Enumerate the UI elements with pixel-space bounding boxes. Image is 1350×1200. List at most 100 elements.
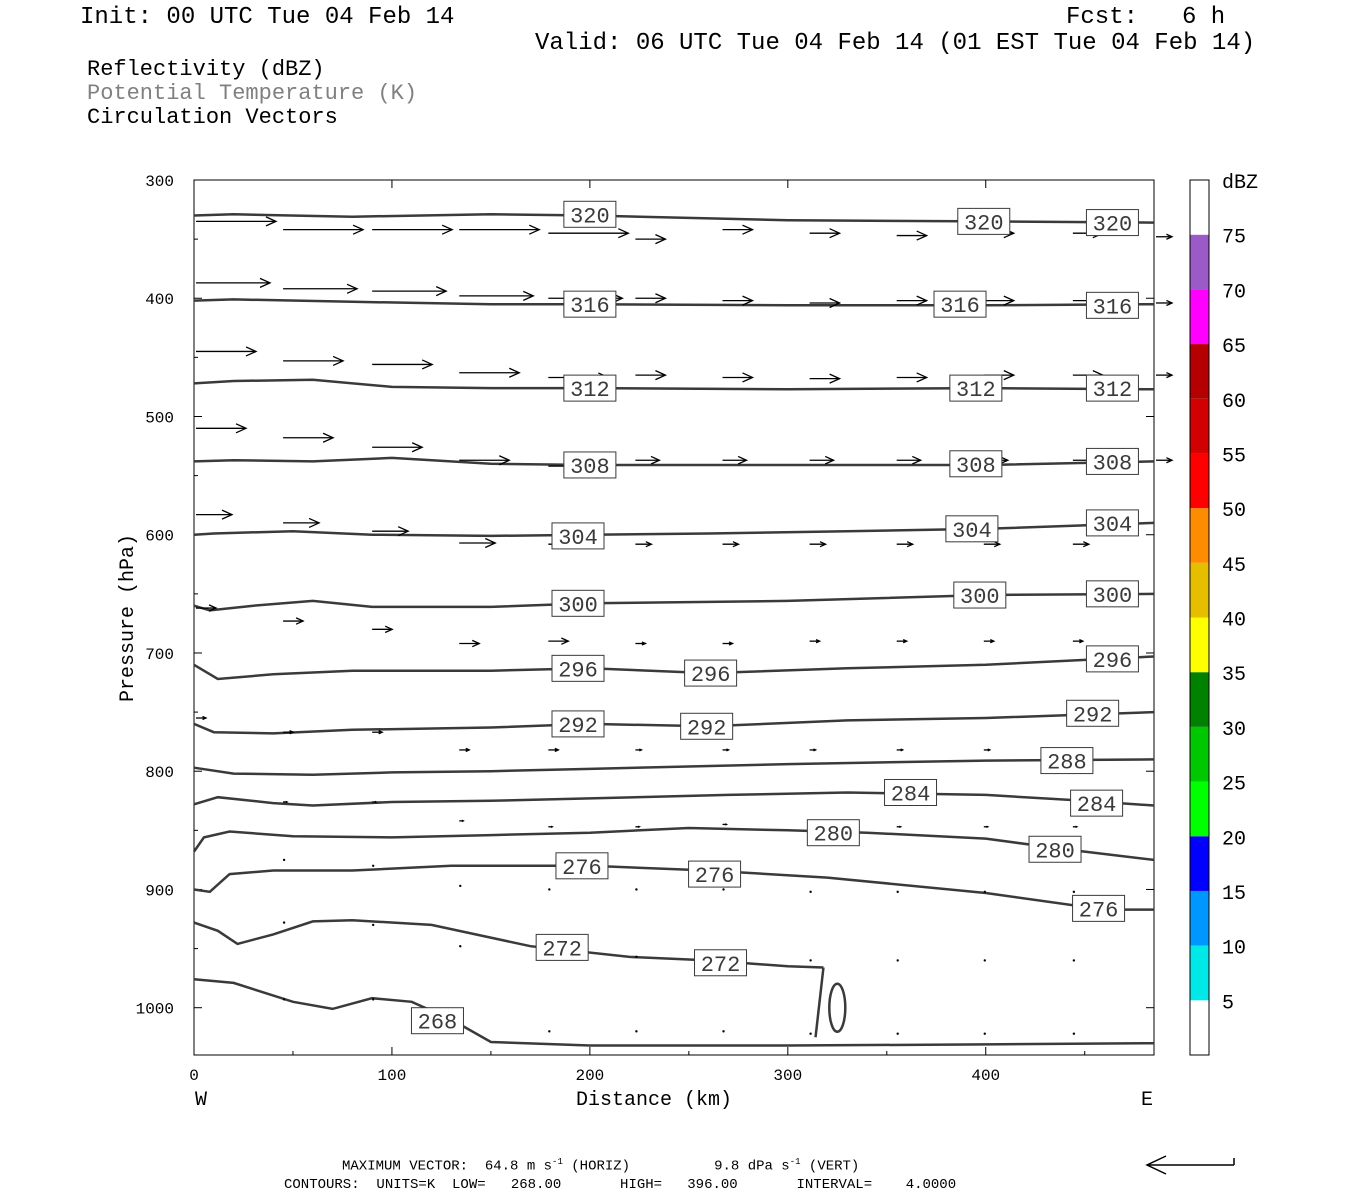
colorbar-level-label: 20 bbox=[1222, 828, 1246, 851]
colorbar-level-label: 40 bbox=[1222, 610, 1246, 633]
circulation-vector-head bbox=[346, 283, 359, 294]
y-tick-label: 700 bbox=[145, 646, 174, 664]
colorbar-segment bbox=[1190, 344, 1209, 399]
theta-contour-284 bbox=[193, 791, 1155, 807]
theta-label-box bbox=[563, 200, 617, 228]
circulation-vector-head bbox=[829, 228, 842, 239]
theta-label-box bbox=[1085, 580, 1139, 608]
theta-label-box bbox=[1040, 747, 1094, 775]
max-vector-text: MAXIMUM VECTOR: 64.8 m s-1 (HORIZ) 9.8 d… bbox=[342, 1157, 859, 1175]
theta-label-box bbox=[563, 290, 617, 318]
field-theta: Potential Temperature (K) bbox=[87, 81, 418, 106]
colorbar-unit: dBZ bbox=[1222, 172, 1258, 195]
circulation-vector-head bbox=[724, 823, 729, 826]
colorbar-level-label: 45 bbox=[1222, 555, 1246, 578]
colorbar-level-label: 50 bbox=[1222, 500, 1246, 523]
theta-label: 288 bbox=[1047, 751, 1087, 776]
circulation-vector-head bbox=[1003, 370, 1016, 381]
circulation-vector-dot bbox=[809, 890, 812, 894]
circulation-vector-head bbox=[208, 604, 218, 612]
circulation-vector-head bbox=[726, 748, 731, 752]
theta-closed-contour bbox=[828, 982, 847, 1033]
theta-label: 284 bbox=[891, 783, 931, 808]
circulation-vector-head bbox=[289, 730, 295, 735]
theta-label-box bbox=[1085, 374, 1139, 402]
circulation-vector-head bbox=[522, 290, 535, 301]
colorbar-segment bbox=[1190, 180, 1209, 235]
circulation-vector-dot bbox=[983, 1032, 986, 1035]
y-tick-label: 600 bbox=[145, 528, 174, 546]
theta-label-box bbox=[551, 710, 605, 738]
theta-label: 300 bbox=[960, 585, 1000, 610]
theta-label: 316 bbox=[570, 294, 610, 319]
theta-contour-272-tail bbox=[814, 967, 825, 1038]
circulation-vector-dot bbox=[896, 890, 899, 894]
circulation-vector-head bbox=[295, 617, 305, 625]
x-tick-label: 300 bbox=[773, 1067, 802, 1085]
theta-label-box bbox=[1085, 645, 1139, 673]
theta-contour-296 bbox=[193, 655, 1155, 681]
theta-label-box bbox=[1085, 291, 1139, 319]
circulation-vector-head bbox=[987, 748, 992, 752]
theta-contour-300 bbox=[193, 592, 1155, 612]
circulation-vector-head bbox=[916, 372, 929, 383]
circulation-vector-head bbox=[308, 517, 321, 528]
colorbar-segment bbox=[1190, 289, 1209, 345]
theta-contour-276 bbox=[193, 864, 1154, 911]
field-reflectivity: Reflectivity (dBZ) bbox=[87, 57, 325, 82]
theta-label: 304 bbox=[952, 519, 992, 544]
theta-label: 276 bbox=[562, 856, 602, 881]
circulation-vector-dot bbox=[371, 864, 375, 868]
theta-label-box bbox=[1085, 447, 1139, 475]
theta-label: 300 bbox=[1093, 584, 1133, 609]
theta-label: 272 bbox=[701, 953, 741, 978]
circulation-vector-head bbox=[554, 747, 560, 753]
circulation-vector-head bbox=[912, 455, 923, 465]
circulation-vector-head bbox=[441, 224, 454, 235]
circulation-vector-head bbox=[384, 625, 394, 634]
circulation-vector-head bbox=[461, 819, 465, 823]
circulation-vector-head bbox=[815, 638, 822, 644]
circulation-vector-dot bbox=[459, 884, 462, 888]
circulation-vector-head bbox=[916, 230, 929, 241]
circulation-vector-head bbox=[655, 370, 668, 381]
theta-label-box bbox=[563, 374, 617, 402]
circulation-vector-head bbox=[411, 442, 424, 453]
circulation-vector-dot bbox=[809, 959, 812, 962]
fcst-label: Fcst: bbox=[1066, 4, 1139, 31]
max-vector-sup2: -1 bbox=[789, 1157, 801, 1167]
circulation-vector-head bbox=[990, 638, 996, 644]
colorbar-level-label: 70 bbox=[1222, 281, 1246, 304]
circulation-vector-head bbox=[550, 825, 554, 829]
contours-info: CONTOURS: UNITS=K LOW= 268.00 HIGH= 396.… bbox=[284, 1177, 957, 1193]
circulation-vector-head bbox=[378, 730, 384, 735]
circulation-vector-head bbox=[819, 541, 828, 548]
theta-label: 292 bbox=[1073, 703, 1113, 728]
circulation-vector-head bbox=[824, 455, 836, 465]
y-tick-label: 800 bbox=[145, 764, 174, 782]
theta-contour-288 bbox=[193, 758, 1155, 777]
theta-label: 280 bbox=[1035, 839, 1075, 864]
y-tick-label: 300 bbox=[145, 173, 174, 191]
theta-label-box bbox=[551, 654, 605, 682]
theta-label-box bbox=[684, 659, 738, 687]
theta-label-box bbox=[551, 522, 605, 550]
reference-vector-head bbox=[1145, 1155, 1167, 1175]
max-vector-suffix: (VERT) bbox=[800, 1158, 860, 1175]
circulation-vector-head bbox=[352, 224, 365, 235]
circulation-vector-head bbox=[813, 748, 818, 752]
colorbar-level-label: 35 bbox=[1222, 664, 1246, 687]
colorbar-level-label: 60 bbox=[1222, 391, 1246, 414]
theta-label: 320 bbox=[570, 204, 610, 229]
x-tick-label: 100 bbox=[378, 1067, 407, 1085]
circulation-vector-dot bbox=[282, 921, 286, 924]
circulation-vector-head bbox=[732, 541, 741, 548]
theta-label-box bbox=[957, 207, 1011, 235]
field-vectors: Circulation Vectors bbox=[87, 105, 338, 130]
theta-label: 308 bbox=[956, 454, 996, 479]
theta-contour-268 bbox=[193, 978, 1155, 1047]
circulation-vector-head bbox=[561, 637, 570, 645]
colorbar-segment bbox=[1190, 508, 1209, 563]
theta-label-box bbox=[1066, 699, 1120, 727]
theta-contour-280 bbox=[192, 826, 1155, 862]
